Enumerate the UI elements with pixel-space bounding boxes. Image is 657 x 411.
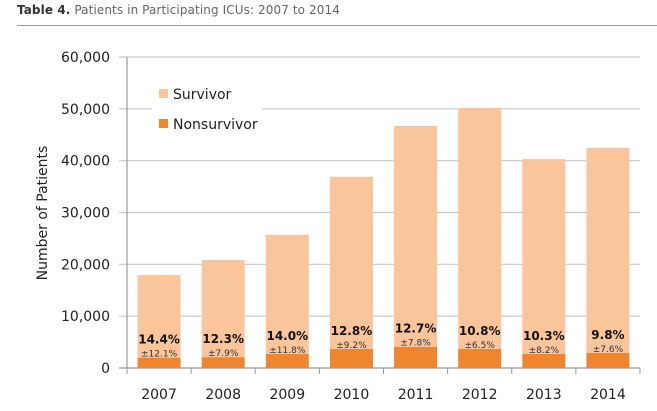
y-axis-label: Number of Patients xyxy=(35,146,51,281)
bar-survivor xyxy=(329,176,373,349)
std-dev-label: ±6.5% xyxy=(464,341,495,351)
bar-survivor xyxy=(586,147,630,353)
legend-label-nonsurvivor: Nonsurvivor xyxy=(173,117,258,133)
legend-label-survivor: Survivor xyxy=(173,87,232,103)
caption-divider xyxy=(17,25,657,26)
mortality-label: 14.0% xyxy=(266,329,308,343)
std-dev-label: ±9.2% xyxy=(336,341,367,351)
y-tick-label: 30,000 xyxy=(61,206,110,222)
bar-nonsurvivor xyxy=(201,357,245,368)
bar-nonsurvivor xyxy=(137,357,181,368)
bar-nonsurvivor xyxy=(394,346,438,368)
x-tick-label: 2010 xyxy=(334,387,370,403)
y-tick-label: 40,000 xyxy=(61,154,110,170)
mortality-label: 10.8% xyxy=(459,324,501,338)
mortality-label: 9.8% xyxy=(591,328,624,342)
mortality-label: 12.3% xyxy=(202,332,244,346)
x-tick-label: 2007 xyxy=(141,387,177,403)
std-dev-label: ±7.9% xyxy=(208,349,239,359)
x-tick-label: 2009 xyxy=(269,387,305,403)
x-tick-label: 2011 xyxy=(398,387,434,403)
x-tick-label: 2012 xyxy=(462,387,498,403)
bar-survivor xyxy=(394,125,438,347)
x-tick-label: 2008 xyxy=(205,387,241,403)
mortality-label: 12.8% xyxy=(331,324,373,338)
std-dev-label: ±11.8% xyxy=(269,346,306,356)
bar-nonsurvivor xyxy=(329,348,373,368)
legend-background xyxy=(152,80,262,140)
caption-text: Patients in Participating ICUs: 2007 to … xyxy=(70,3,340,17)
y-tick-label: 50,000 xyxy=(61,102,110,118)
legend-swatch-survivor xyxy=(159,89,168,98)
y-tick-label: 0 xyxy=(101,361,110,377)
bar-survivor xyxy=(201,259,245,358)
y-tick-label: 10,000 xyxy=(61,309,110,325)
std-dev-label: ±8.2% xyxy=(529,346,560,356)
x-tick-label: 2013 xyxy=(526,387,562,403)
mortality-label: 14.4% xyxy=(138,333,180,347)
legend-swatch-nonsurvivor xyxy=(159,119,168,128)
bar-survivor xyxy=(522,159,566,355)
std-dev-label: ±7.6% xyxy=(593,345,624,355)
std-dev-label: ±12.1% xyxy=(141,350,178,360)
bar-nonsurvivor xyxy=(265,354,309,368)
bar-survivor xyxy=(137,274,181,358)
bar-nonsurvivor xyxy=(458,348,502,368)
mortality-label: 10.3% xyxy=(523,329,565,343)
caption-label: Table 4. xyxy=(17,3,71,17)
y-tick-label: 60,000 xyxy=(61,50,110,66)
bar-survivor xyxy=(458,107,502,349)
x-tick-label: 2014 xyxy=(590,387,626,403)
std-dev-label: ±7.8% xyxy=(400,339,431,349)
mortality-label: 12.7% xyxy=(395,322,437,336)
bar-survivor xyxy=(265,234,309,355)
y-tick-label: 20,000 xyxy=(61,257,110,273)
table-caption: Table 4. Patients in Participating ICUs:… xyxy=(17,3,340,17)
bar-nonsurvivor xyxy=(522,354,566,368)
bar-nonsurvivor xyxy=(586,352,630,368)
